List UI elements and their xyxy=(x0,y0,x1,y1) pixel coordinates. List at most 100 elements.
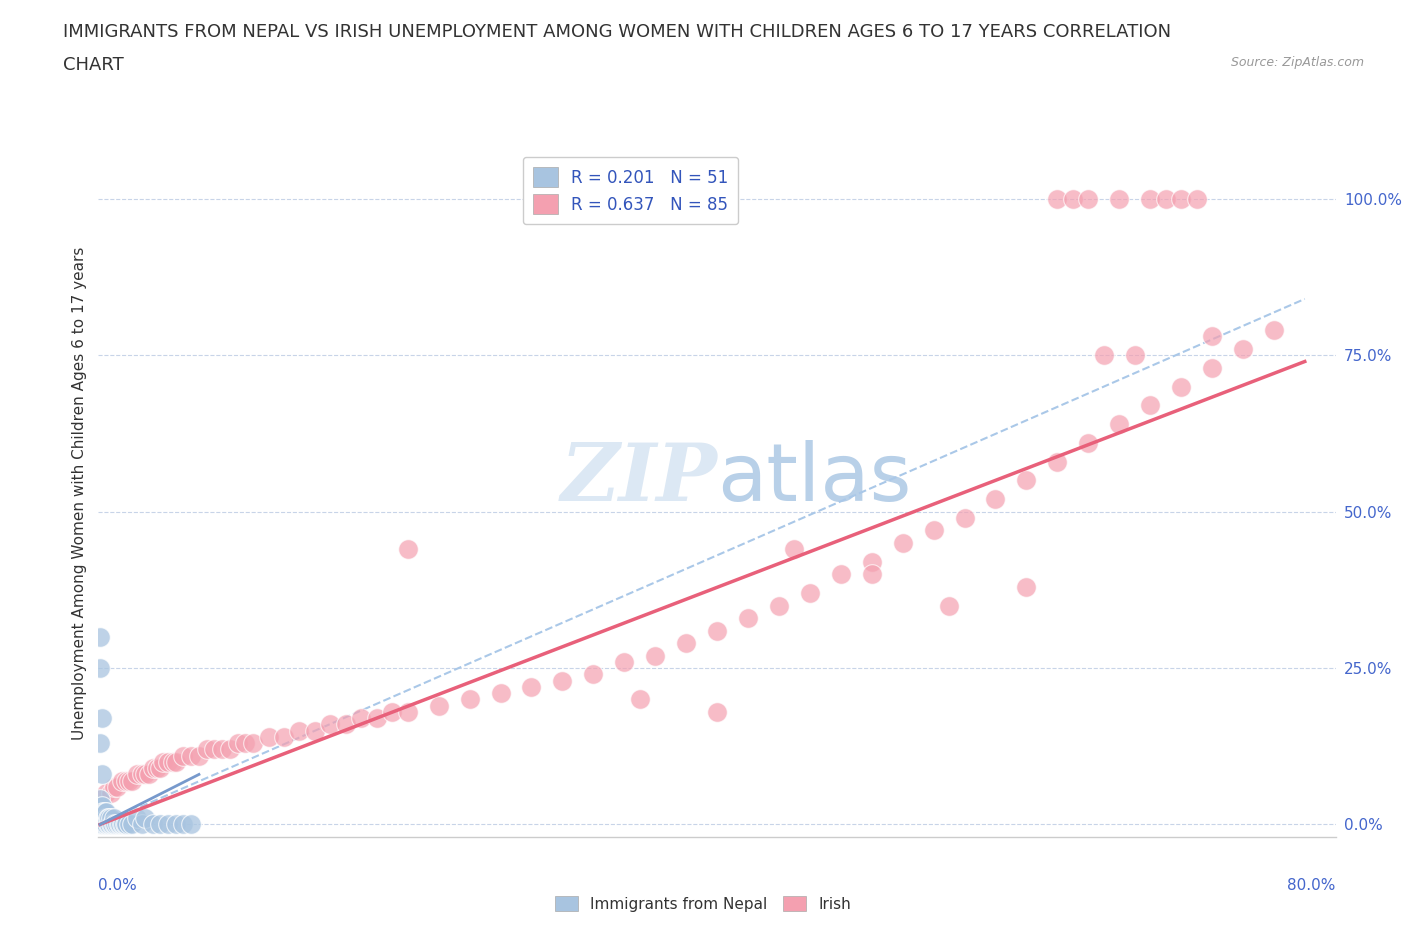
Point xyxy=(1201,360,1223,375)
Point xyxy=(288,724,311,738)
Point xyxy=(1185,192,1208,206)
Point xyxy=(89,804,111,819)
Point xyxy=(1077,192,1099,206)
Point xyxy=(226,736,249,751)
Point xyxy=(115,817,138,832)
Point xyxy=(141,761,165,776)
Point xyxy=(984,492,1007,507)
Point xyxy=(1170,192,1192,206)
Point xyxy=(172,817,194,832)
Point xyxy=(98,811,121,826)
Point xyxy=(96,804,118,819)
Point xyxy=(953,511,976,525)
Point xyxy=(1170,379,1192,394)
Point xyxy=(860,566,883,581)
Point xyxy=(1046,192,1069,206)
Point xyxy=(1108,417,1130,432)
Point xyxy=(165,754,187,769)
Point xyxy=(157,754,180,769)
Point xyxy=(706,623,728,638)
Point xyxy=(1263,323,1285,338)
Point xyxy=(350,711,373,725)
Point xyxy=(111,817,132,832)
Point xyxy=(90,817,112,832)
Point xyxy=(149,761,172,776)
Point xyxy=(121,773,143,788)
Point xyxy=(134,767,156,782)
Point xyxy=(233,736,257,751)
Point xyxy=(89,792,111,807)
Point xyxy=(628,692,651,707)
Point xyxy=(165,817,187,832)
Point xyxy=(860,554,883,569)
Legend: R = 0.201   N = 51, R = 0.637   N = 85: R = 0.201 N = 51, R = 0.637 N = 85 xyxy=(523,157,738,224)
Point xyxy=(112,817,135,832)
Point xyxy=(97,817,120,832)
Legend: Immigrants from Nepal, Irish: Immigrants from Nepal, Irish xyxy=(550,889,856,918)
Point xyxy=(922,523,945,538)
Point xyxy=(93,804,115,819)
Point xyxy=(149,817,172,832)
Point xyxy=(768,598,790,613)
Point xyxy=(1123,348,1146,363)
Point xyxy=(114,817,136,832)
Point xyxy=(131,817,153,832)
Point xyxy=(89,660,111,675)
Point xyxy=(613,655,636,670)
Point xyxy=(105,779,128,794)
Point xyxy=(97,811,120,826)
Point xyxy=(134,811,156,826)
Point xyxy=(675,635,697,650)
Point xyxy=(89,798,111,813)
Point xyxy=(91,804,114,819)
Point xyxy=(551,673,574,688)
Point xyxy=(90,767,112,782)
Point xyxy=(138,767,160,782)
Point xyxy=(157,817,180,832)
Point xyxy=(335,717,357,732)
Y-axis label: Unemployment Among Women with Children Ages 6 to 17 years: Unemployment Among Women with Children A… xyxy=(72,246,87,739)
Point xyxy=(105,817,128,832)
Point xyxy=(96,817,118,832)
Point xyxy=(737,611,759,626)
Point xyxy=(520,680,543,695)
Point xyxy=(89,630,111,644)
Point xyxy=(1077,435,1099,450)
Text: IMMIGRANTS FROM NEPAL VS IRISH UNEMPLOYMENT AMONG WOMEN WITH CHILDREN AGES 6 TO : IMMIGRANTS FROM NEPAL VS IRISH UNEMPLOYM… xyxy=(63,23,1171,41)
Point xyxy=(1062,192,1084,206)
Point xyxy=(706,704,728,719)
Point xyxy=(644,648,666,663)
Point xyxy=(1015,473,1038,488)
Point xyxy=(111,773,132,788)
Point xyxy=(103,817,125,832)
Point xyxy=(582,667,605,682)
Point xyxy=(211,742,233,757)
Point xyxy=(141,817,165,832)
Point xyxy=(319,717,342,732)
Point xyxy=(90,798,112,813)
Point xyxy=(100,817,122,832)
Point xyxy=(89,736,111,751)
Point xyxy=(90,711,112,725)
Point xyxy=(783,542,806,557)
Point xyxy=(396,542,419,557)
Point xyxy=(938,598,960,613)
Point xyxy=(131,767,153,782)
Point xyxy=(107,817,129,832)
Point xyxy=(204,742,226,757)
Point xyxy=(366,711,388,725)
Point xyxy=(172,749,194,764)
Point xyxy=(427,698,450,713)
Point xyxy=(1154,192,1177,206)
Point xyxy=(219,742,242,757)
Point xyxy=(100,786,122,801)
Point xyxy=(146,761,169,776)
Point xyxy=(89,811,111,826)
Point xyxy=(91,811,114,826)
Text: 80.0%: 80.0% xyxy=(1288,878,1336,894)
Point xyxy=(93,817,115,832)
Point xyxy=(188,749,211,764)
Point xyxy=(93,811,115,826)
Point xyxy=(381,704,404,719)
Text: CHART: CHART xyxy=(63,56,124,73)
